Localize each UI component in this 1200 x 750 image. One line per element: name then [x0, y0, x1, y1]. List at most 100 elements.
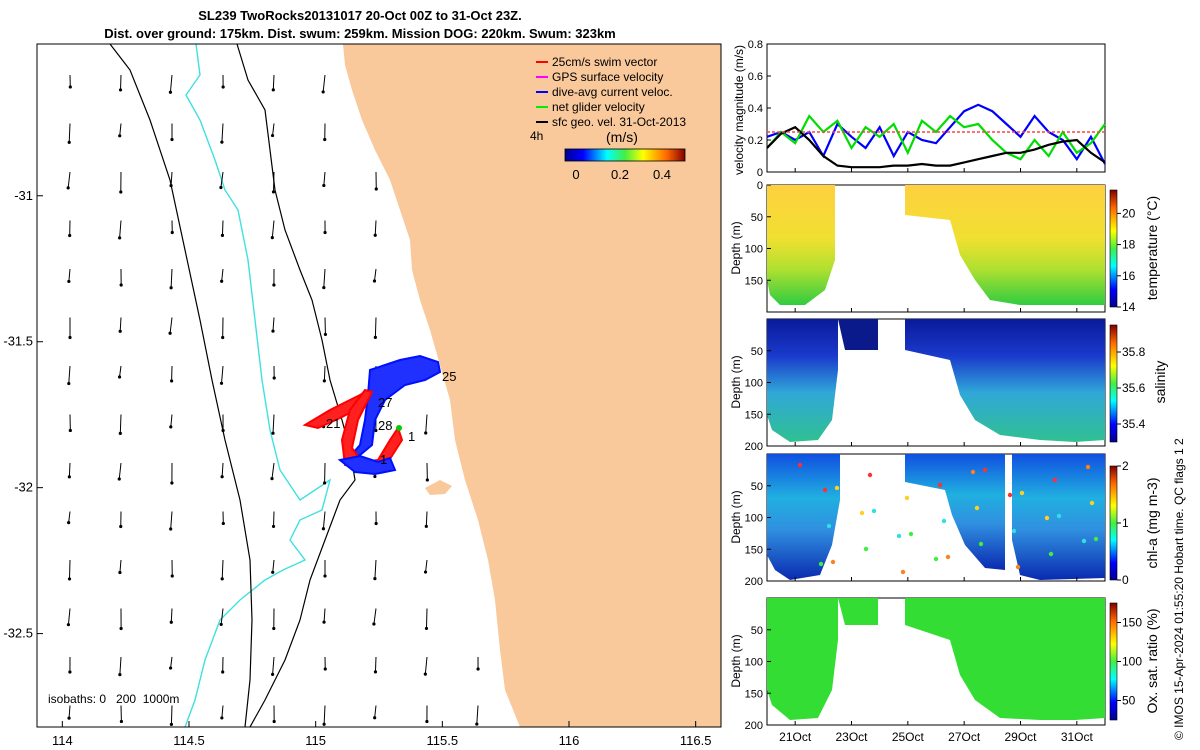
track-green-end [396, 425, 402, 431]
chl-dot [904, 495, 910, 501]
current-arrow-head [66, 623, 71, 627]
velocity-axis-ticks: 0 0.2 0.4 0.6 0.8 [748, 39, 771, 179]
current-arrow [169, 317, 173, 334]
chlorophyll-cbar-label: chl-a (mg m-3) [1144, 477, 1160, 568]
current-arrow-head [68, 85, 72, 89]
depth-tick-label: 100 [745, 657, 763, 669]
chl-dot [863, 546, 869, 552]
oxygen-ylabel: Depth (m) [729, 634, 743, 687]
chl-dot [797, 462, 803, 468]
current-arrow-head [118, 431, 122, 435]
chl-dot [982, 467, 988, 473]
velocity-panel: 0 0.2 0.4 0.6 0.8 velocity magnitude (m/s) [732, 39, 1106, 179]
current-arrow-head [168, 331, 172, 335]
isobath-label: isobaths: 0 200 1000m [48, 692, 179, 706]
chlorophyll-sample-dots [797, 462, 1099, 575]
imos-credit: © IMOS 15-Apr-2024 01:55:20 Hobart time.… [1172, 438, 1186, 740]
current-arrow [68, 365, 71, 384]
current-arrow-head [270, 477, 274, 481]
map-frame [36, 43, 722, 728]
chl-dot [834, 485, 840, 491]
current-arrow-head [322, 722, 326, 726]
chl-dot [908, 531, 914, 537]
current-arrow-head [323, 230, 327, 235]
legend-4h: 4h [530, 129, 543, 143]
current-arrow-head [270, 133, 275, 138]
map-axis-ticks: 114 114.5 115 115.5 116 116.5 -31 -31.5 -32 -32.5 [3, 188, 711, 748]
depth-tick-label: 200 [745, 576, 763, 588]
depth-tick-label: 200 [745, 441, 763, 453]
current-arrow-head [423, 672, 427, 676]
map-xtick-label: 115 [305, 733, 326, 748]
map-xtick-label: 114 [52, 733, 73, 748]
colorbar-tick-label: 14 [1122, 300, 1136, 314]
date-tick-label: 23Oct [835, 730, 868, 744]
current-arrow-head [68, 335, 72, 340]
current-arrow [374, 559, 377, 579]
current-arrow-head [272, 283, 276, 287]
oxygen-field-a [767, 598, 838, 720]
oxygen-cbar-label: Ox. sat. ratio (%) [1144, 608, 1160, 713]
current-arrow [323, 608, 326, 623]
current-arrow-head [219, 622, 223, 626]
current-arrow-head [67, 279, 71, 284]
legend-dive: dive-avg current veloc. [552, 85, 673, 99]
colorbar-title: (m/s) [606, 129, 638, 145]
date-tick-label: 21Oct [779, 730, 812, 744]
current-arrow-head [119, 190, 123, 194]
oxygen-colorbar [1109, 602, 1118, 721]
current-arrow [221, 559, 224, 579]
current-arrow-head [476, 667, 480, 671]
garden-island [425, 480, 452, 495]
date-tick-label: 29Oct [1004, 730, 1037, 744]
track-blue-current [344, 354, 442, 463]
colorbar-tick-0: 0 [572, 167, 579, 182]
velocity-series [766, 103, 1106, 169]
chl-dot [1085, 464, 1091, 470]
current-arrow-head [68, 233, 72, 238]
salinity-panel: Depth (m) salinity [729, 318, 1168, 447]
current-arrow [119, 317, 122, 332]
current-arrow [374, 705, 377, 718]
current-arrow-head [271, 431, 275, 435]
track-label-25: 25 [442, 369, 456, 384]
chl-dot [941, 518, 947, 524]
salinity-field-b [838, 319, 878, 350]
current-arrow [221, 705, 224, 718]
chl-dot [1052, 477, 1058, 483]
current-arrow-head [271, 570, 275, 574]
date-tick-label: 31Oct [1061, 730, 1094, 744]
velocity-ytick-label: 0.6 [748, 71, 763, 83]
depth-tick-label: 100 [745, 513, 763, 525]
depth-tick-label: 0 [757, 180, 763, 192]
current-arrow-head [67, 140, 71, 144]
salinity-colorbar [1109, 324, 1118, 443]
depth-tick-label: 50 [751, 212, 763, 224]
track-blue-south [337, 454, 397, 476]
current-arrow-head [67, 475, 71, 479]
chl-dot [900, 569, 906, 575]
map-legend: 25cm/s swim vector GPS surface velocity … [530, 55, 686, 182]
current-arrow-head [67, 716, 71, 720]
current-arrow-head [424, 626, 429, 631]
current-arrow [271, 462, 275, 479]
speed-colorbar [564, 148, 686, 162]
current-arrow-head [271, 190, 276, 194]
depth-tick-label: 50 [751, 625, 763, 637]
current-arrow-head [322, 285, 326, 290]
current-arrow [322, 74, 326, 92]
current-arrow-head [221, 428, 225, 433]
chl-dot [1015, 564, 1021, 570]
current-arrow-head [373, 233, 377, 237]
legend-sfc: sfc geo. vel. 31-Oct-2013 [552, 115, 686, 129]
temperature-cbar-label: temperature (°C) [1144, 196, 1160, 300]
map-ytick-label: -32 [14, 480, 33, 495]
current-arrow-head [373, 716, 377, 720]
current-arrow-head [272, 376, 276, 380]
colorbar-tick-label: 35.6 [1122, 381, 1146, 395]
depth-tick-label: 50 [751, 346, 763, 358]
legend-gps: GPS surface velocity [552, 70, 663, 84]
current-arrow-head [322, 481, 327, 485]
current-arrow-head [220, 716, 224, 720]
current-arrow [425, 559, 428, 573]
